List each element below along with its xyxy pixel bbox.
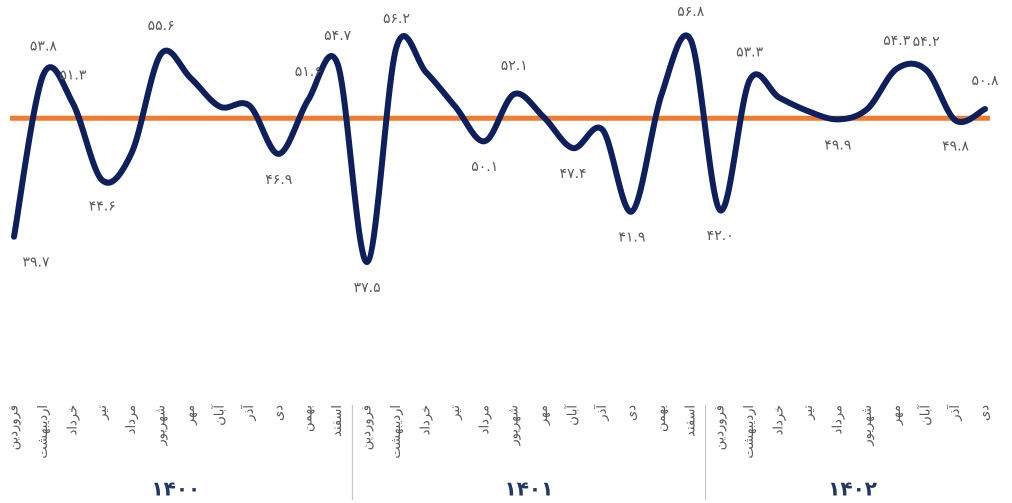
x-tick-label: خرداد [772,405,787,435]
x-tick-label: فروردین [7,405,22,450]
x-tick-label: اردیبهشت [36,405,51,459]
data-label: ۵۲.۱ [501,58,528,74]
data-label: ۵۴.۳ [883,33,910,49]
data-label: ۵۶.۲ [383,11,410,27]
x-tick-label: مرداد [477,405,492,434]
data-label: ۵۶.۸ [677,4,704,20]
x-tick-label: مرداد [124,405,139,434]
data-label: ۵۵.۶ [148,18,175,34]
data-label: ۵۰.۸ [971,73,998,89]
data-label: ۴۶.۹ [265,172,292,188]
x-tick-label: آبان [564,404,581,426]
x-tick-label: اردیبهشت [742,405,757,459]
x-tick-label: مرداد [830,405,845,434]
x-tick-label: آذر [240,404,257,422]
group-label: ۱۴۰۱ [505,477,554,501]
line [11,32,988,266]
x-tick-label: بهمن [301,405,316,432]
x-tick-label: آذر [593,404,610,422]
data-label: ۵۳.۳ [736,44,763,60]
data-label: ۴۲.۰ [707,228,734,244]
data-label: ۵۴.۲ [913,34,940,50]
x-tick-label: مهر [889,405,904,426]
x-tick-label: اردیبهشت [389,405,404,459]
x-tick-label: آبان [917,404,934,426]
x-tick-label: خرداد [65,405,80,435]
x-tick-label: تیر [448,405,463,421]
x-tick-label: بهمن [654,405,669,432]
data-label: ۳۹.۷ [22,255,49,271]
x-tick-label: خرداد [418,405,433,435]
x-tick-label: تیر [801,405,816,421]
data-label: ۴۴.۶ [89,198,116,214]
data-label: ۳۷.۵ [354,280,381,296]
x-tick-label: فروردین [360,405,375,450]
data-label: ۵۱.۳ [59,67,86,83]
data-label: ۴۷.۴ [560,166,587,182]
data-label: ۵۰.۱ [471,159,498,175]
x-tick-label: مهر [183,405,198,426]
x-tick-label: اسفند [683,405,698,437]
x-tick-label: شهریور [507,405,522,447]
data-label: ۵۳.۸ [30,39,57,55]
data-label: ۵۴.۷ [324,28,351,44]
data-label: ۴۹.۸ [942,139,969,155]
x-tick-label: دی [271,405,286,421]
x-tick-label: شهریور [154,405,169,447]
x-tick-label: اسفند [330,405,345,437]
x-tick-label: دی [624,405,639,421]
data-label: ۴۱.۹ [618,229,645,245]
data-label: ۵۱.۶ [295,64,322,80]
x-tick-label: شهریور [860,405,875,447]
x-tick-label: دی [978,405,993,421]
x-tick-label: آذر [946,404,963,422]
x-tick-label: آبان [210,404,227,426]
data-label: ۴۹.۹ [824,137,851,153]
x-tick-label: فروردین [713,405,728,450]
group-label: ۱۴۰۰ [151,477,200,501]
group-label: ۱۴۰۲ [828,477,877,501]
x-tick-label: تیر [95,405,110,421]
x-tick-label: مهر [536,405,551,426]
